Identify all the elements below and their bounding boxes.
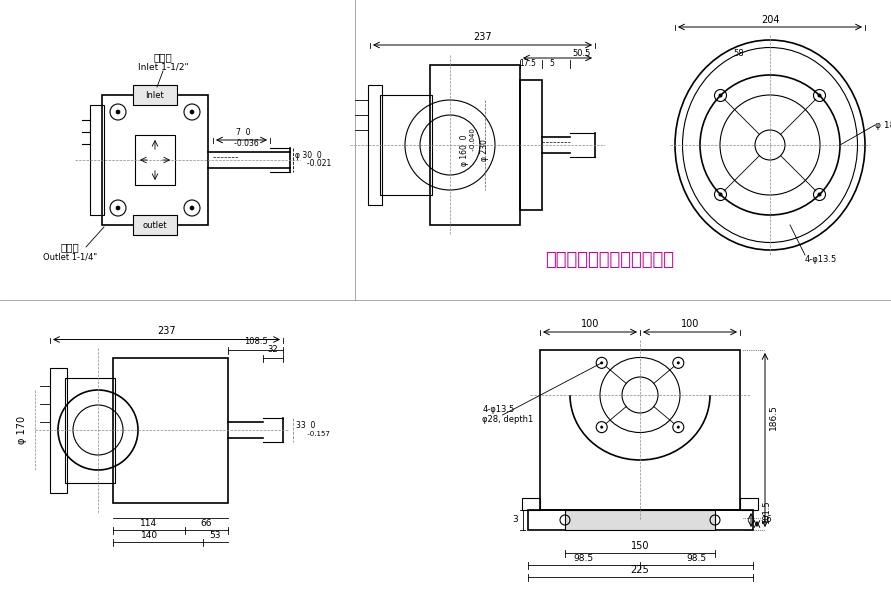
Circle shape xyxy=(601,361,603,364)
Bar xyxy=(565,510,715,530)
Text: 4-φ13.5: 4-φ13.5 xyxy=(805,256,838,264)
Text: 50.5: 50.5 xyxy=(573,49,592,59)
Bar xyxy=(430,65,520,225)
Text: 101.5: 101.5 xyxy=(763,500,772,524)
Bar xyxy=(740,498,758,510)
Text: φ 187: φ 187 xyxy=(875,120,891,129)
Text: 225: 225 xyxy=(631,565,650,575)
Text: φ 160  0: φ 160 0 xyxy=(460,134,469,166)
Circle shape xyxy=(116,110,120,114)
Text: 33  0: 33 0 xyxy=(296,420,315,429)
Text: 入油口: 入油口 xyxy=(153,52,172,62)
Text: 7  0
   -0.036: 7 0 -0.036 xyxy=(227,128,259,148)
Text: Inlet 1-1/2": Inlet 1-1/2" xyxy=(138,62,188,72)
Bar xyxy=(65,378,115,483)
Text: 100: 100 xyxy=(681,319,699,329)
Text: -0.157: -0.157 xyxy=(296,431,330,437)
Bar xyxy=(368,85,382,205)
Bar xyxy=(133,85,177,105)
Text: 150: 150 xyxy=(631,541,650,551)
Bar xyxy=(522,498,540,510)
Text: φ 30  0: φ 30 0 xyxy=(295,151,322,160)
Circle shape xyxy=(190,206,194,210)
Text: 140: 140 xyxy=(142,531,159,540)
Bar xyxy=(133,215,177,235)
Circle shape xyxy=(190,110,194,114)
Text: φ 230: φ 230 xyxy=(480,139,489,161)
Text: Inlet: Inlet xyxy=(145,91,164,100)
Text: 108.5: 108.5 xyxy=(243,337,267,346)
Bar xyxy=(90,105,104,215)
Bar xyxy=(50,368,67,493)
Text: 237: 237 xyxy=(157,327,176,336)
Text: 66: 66 xyxy=(200,518,212,528)
Text: 98.5: 98.5 xyxy=(686,554,707,563)
Text: 出油口: 出油口 xyxy=(61,242,79,252)
Circle shape xyxy=(677,426,680,429)
Text: 58: 58 xyxy=(734,49,744,59)
Text: 其餘尺寸請參見法蘭安裝型: 其餘尺寸請參見法蘭安裝型 xyxy=(545,251,674,269)
Text: 53: 53 xyxy=(209,531,221,540)
Text: 204: 204 xyxy=(761,15,780,25)
Bar xyxy=(113,358,228,502)
Text: -0.021: -0.021 xyxy=(295,160,331,168)
Bar xyxy=(380,95,432,195)
Text: 114: 114 xyxy=(141,518,158,528)
Bar xyxy=(527,510,753,530)
Text: 3: 3 xyxy=(512,515,519,524)
Bar xyxy=(540,350,740,510)
Bar xyxy=(520,80,542,210)
Text: 16: 16 xyxy=(761,515,772,524)
Text: Outlet 1-1/4": Outlet 1-1/4" xyxy=(43,253,97,262)
Text: φ28, depth1: φ28, depth1 xyxy=(483,416,534,425)
Circle shape xyxy=(818,94,822,97)
Text: 186.5: 186.5 xyxy=(769,404,778,430)
Text: 100: 100 xyxy=(581,319,599,329)
Circle shape xyxy=(116,206,120,210)
Circle shape xyxy=(601,426,603,429)
Text: 4-φ13.5: 4-φ13.5 xyxy=(483,406,515,415)
Text: -0.040: -0.040 xyxy=(470,129,476,171)
Text: φ 170: φ 170 xyxy=(17,416,27,444)
Bar xyxy=(102,95,208,225)
Text: 32: 32 xyxy=(267,346,278,355)
Circle shape xyxy=(677,361,680,364)
Bar xyxy=(135,135,175,185)
Text: outlet: outlet xyxy=(143,221,168,229)
Circle shape xyxy=(718,94,723,97)
Circle shape xyxy=(818,193,822,196)
Text: 237: 237 xyxy=(473,32,492,42)
Text: 17.5: 17.5 xyxy=(519,59,536,69)
Text: 5: 5 xyxy=(550,59,554,69)
Circle shape xyxy=(718,193,723,196)
Text: 98.5: 98.5 xyxy=(574,554,593,563)
